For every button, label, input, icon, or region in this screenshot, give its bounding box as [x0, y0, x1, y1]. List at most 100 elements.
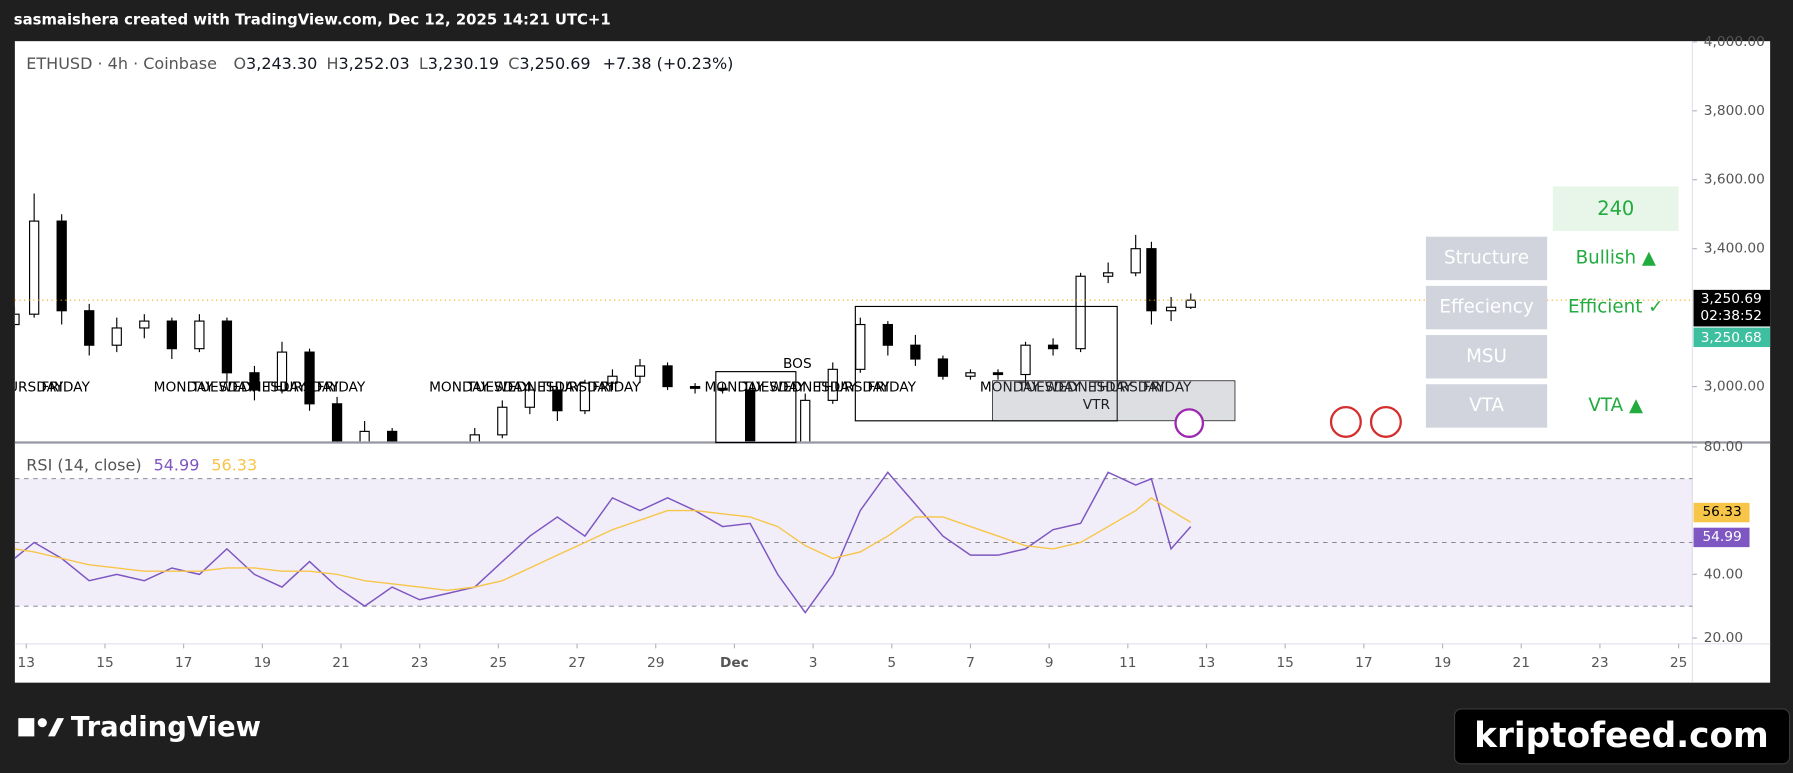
candle-body — [965, 372, 976, 377]
x-tick-label: 23 — [411, 655, 428, 671]
annotation: BOS — [783, 356, 812, 372]
x-tick-label: 17 — [175, 655, 192, 671]
annotation: FRIDAY — [592, 380, 641, 396]
annotation: WEDNESDAY — [1045, 380, 1133, 396]
y-tick-label: 20.00 — [1704, 630, 1743, 646]
annotation: THURSDAY — [264, 380, 340, 396]
y-tick-label: 4,000.00 — [1704, 34, 1765, 50]
annotation: TUESDAY — [191, 380, 255, 396]
indicator-table: Structure Bullish ▲ Effeciency Efficient ✓ M… — [1425, 236, 1664, 428]
price-tag-label: 3,250.69 — [1701, 291, 1762, 307]
x-tick-label: 25 — [490, 655, 507, 671]
candle-body — [992, 372, 1004, 376]
candle-body — [882, 323, 893, 346]
candle-body — [1020, 344, 1031, 376]
x-tick-label: 25 — [1670, 655, 1687, 671]
candle-body — [800, 399, 811, 442]
table-label: Structure — [1444, 247, 1529, 268]
annotation: TUESDAY — [741, 380, 805, 396]
candle-body — [194, 320, 205, 350]
flag-icon[interactable] — [1329, 405, 1362, 438]
table-label-cell — [1425, 335, 1548, 379]
brand-logo — [18, 718, 65, 737]
rsi-line — [14, 471, 1192, 614]
timeframe-cell — [1552, 186, 1679, 231]
rsi-title: RSI (14, close) — [26, 455, 141, 474]
alert-icon[interactable] — [1174, 408, 1205, 438]
field-value: 3,243.30 — [246, 54, 317, 73]
watermark: kriptofeed.com — [1474, 716, 1769, 756]
table-value: VTA ▲ — [1588, 395, 1643, 416]
annotations: THURSDAYFRIDAYMONDAYTUESDAYWEDNESDAYTHUR… — [0, 356, 1192, 413]
field-key: C — [508, 54, 519, 73]
plot-layer: 3,000.00 3,400.00 3,600.00 3,800.00 4,000.00… — [0, 34, 1771, 671]
candle-body — [221, 320, 233, 374]
flag-icon[interactable] — [1369, 405, 1402, 438]
candle-body — [827, 368, 838, 401]
field-key: O — [233, 54, 246, 73]
rsi-line — [14, 497, 1192, 591]
x-tick-label: 3 — [809, 655, 818, 671]
candle-body — [607, 375, 618, 384]
x-tick-label: 11 — [1119, 655, 1136, 671]
annotation: TUESDAY — [1017, 380, 1081, 396]
candle-body — [634, 365, 646, 377]
candle-body — [552, 389, 563, 412]
candle-body — [689, 386, 701, 389]
value-tag — [1693, 527, 1750, 548]
annotation: THURSDAY — [1090, 380, 1166, 396]
candle-body — [56, 220, 67, 312]
table-label-cell — [1425, 236, 1548, 281]
candle-body — [276, 351, 288, 391]
field-key: H — [326, 54, 338, 73]
candle-body — [855, 323, 866, 370]
bid-tag — [1693, 327, 1771, 348]
annotation: WEDNESDAY — [494, 380, 582, 396]
field-value: 3,230.19 — [428, 54, 499, 73]
change: +7.38 (+0.23%) — [603, 54, 734, 73]
value-tag-label: 56.33 — [1702, 504, 1741, 520]
table-label: VTA — [1469, 395, 1504, 416]
table-label-cell — [1425, 285, 1548, 330]
annotation: VTR — [1083, 397, 1111, 413]
candle-body — [331, 403, 343, 442]
candle-body — [524, 389, 535, 408]
candle-body — [111, 327, 122, 346]
candles — [14, 193, 1196, 442]
rsi-ma-last: 56.33 — [211, 455, 257, 474]
candle-body — [662, 365, 673, 388]
candle-body — [469, 434, 480, 442]
candle-body — [1047, 344, 1059, 350]
symbol-legend: ETHUSD · 4h · Coinbase O3,243.30 H3,252.0… — [26, 54, 733, 73]
candle-body — [1130, 248, 1141, 274]
value-tag — [1693, 502, 1750, 523]
table-value: Efficient ✓ — [1568, 297, 1663, 318]
caption: sasmaishera created with TradingView.com… — [14, 11, 611, 29]
annotation: THURSDAY — [0, 380, 64, 396]
candle-body — [937, 358, 949, 377]
y-tick-label: 3,000.00 — [1704, 379, 1765, 395]
table-value: Bullish ▲ — [1576, 247, 1656, 268]
x-tick-label: 7 — [966, 655, 975, 671]
y-tick-label: 40.00 — [1704, 566, 1743, 582]
table-label: Effeciency — [1439, 297, 1533, 318]
x-tick-label: 13 — [1198, 655, 1215, 671]
rsi-band-fill — [14, 478, 1693, 607]
candle-body — [1103, 272, 1114, 277]
annotation: WEDNESDAY — [769, 380, 857, 396]
y-tick-label: 3,400.00 — [1704, 241, 1765, 257]
x-tick-label: 21 — [1513, 655, 1530, 671]
candle-body — [1185, 299, 1196, 308]
watermark-box — [1453, 708, 1791, 765]
price-tag — [1693, 289, 1771, 327]
field-key: L — [419, 54, 428, 73]
candle-body — [717, 387, 728, 391]
bid-tag-label: 3,250.68 — [1701, 330, 1762, 346]
value-tag-label: 54.99 — [1702, 529, 1741, 545]
x-tick-label: 13 — [18, 655, 35, 671]
candle-body — [304, 351, 315, 405]
annotation: MONDAY — [154, 380, 215, 396]
x-tick-label: 9 — [1045, 655, 1054, 671]
